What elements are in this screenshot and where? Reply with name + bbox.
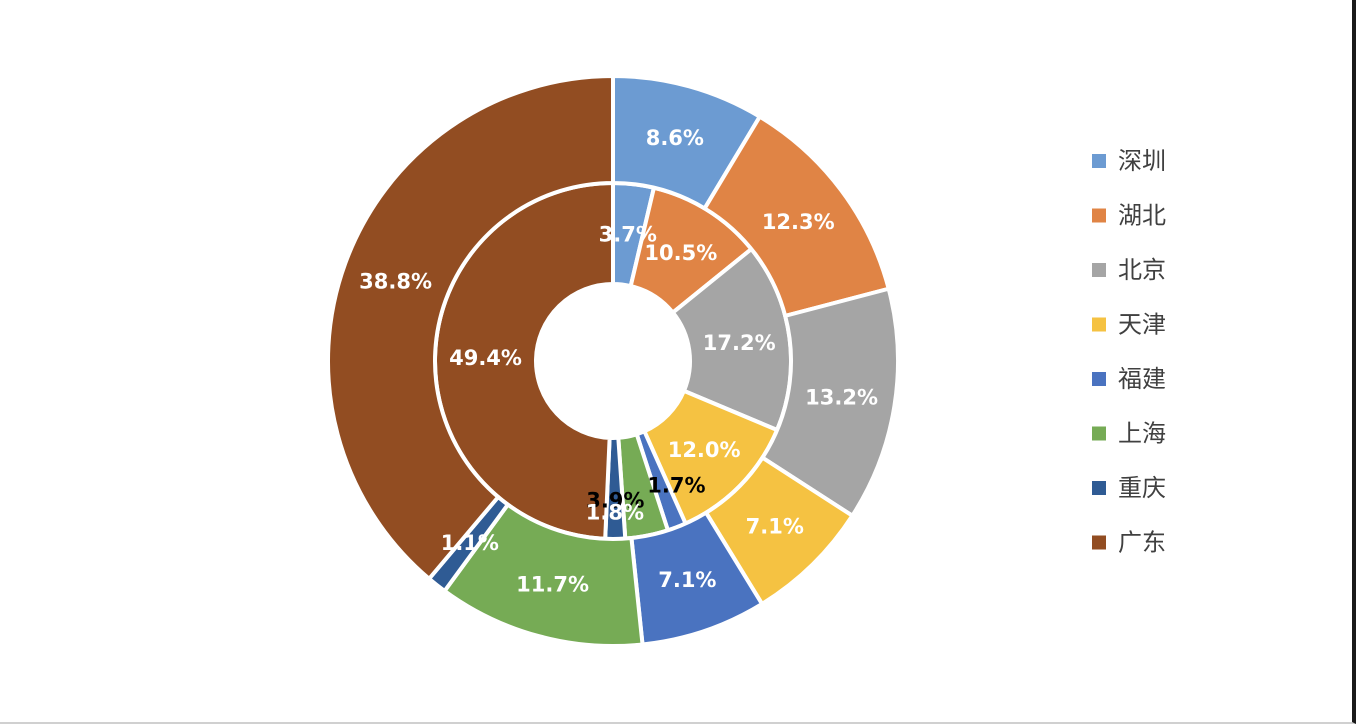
data-labels: 3.7%10.5% 17.2% 12.0% 1.7%3.9%1.8% 49.4% 8.6%… [359, 126, 878, 597]
legend-swatch-2 [1092, 208, 1106, 223]
donut-rings [326, 74, 900, 648]
legend-label-6: 上海 [1118, 420, 1166, 448]
legend-label-5: 福建 [1118, 365, 1166, 393]
outer-slice-8 [326, 74, 615, 581]
inner-label-6: 3.9% [586, 489, 644, 513]
outer-label-3: 13.2% [805, 386, 878, 410]
legend-swatch-6 [1092, 426, 1106, 441]
outer-label-2: 12.3% [762, 210, 835, 234]
inner-label-7: 1.8% [586, 501, 644, 525]
outer-label-4: 7.1% [746, 515, 804, 539]
legend-swatch-8 [1092, 535, 1106, 550]
outer-label-8: 38.8% [359, 269, 432, 293]
outer-label-1: 8.6% [646, 126, 704, 150]
legend-label-4: 天津 [1118, 311, 1166, 339]
legend-label-8: 广东 [1118, 529, 1166, 557]
legend-swatch-4 [1092, 317, 1106, 332]
legend-label-2: 湖北 [1118, 202, 1166, 230]
inner-label-3: 17.2% [703, 331, 776, 355]
legend-swatch-3 [1092, 263, 1106, 277]
legend-swatch-7 [1092, 481, 1106, 495]
legend-label-1: 深圳 [1118, 147, 1166, 175]
inner-label-4: 12.0% [668, 438, 741, 462]
inner-label-8: 49.4% [449, 346, 522, 370]
legend-swatch-1 [1092, 154, 1106, 168]
legend-label-7: 重庆 [1118, 474, 1166, 502]
outer-label-7: 1.1% [441, 531, 499, 555]
inner-label-1: 3.7% [599, 222, 657, 246]
outer-label-5: 7.1% [658, 568, 716, 592]
inner-label-2: 10.5% [644, 241, 717, 265]
outer-label-6: 11.7% [516, 572, 589, 596]
legend-label-3: 北京 [1118, 256, 1166, 284]
inner-label-5: 1.7% [647, 473, 705, 497]
legend-swatch-5 [1092, 372, 1106, 386]
